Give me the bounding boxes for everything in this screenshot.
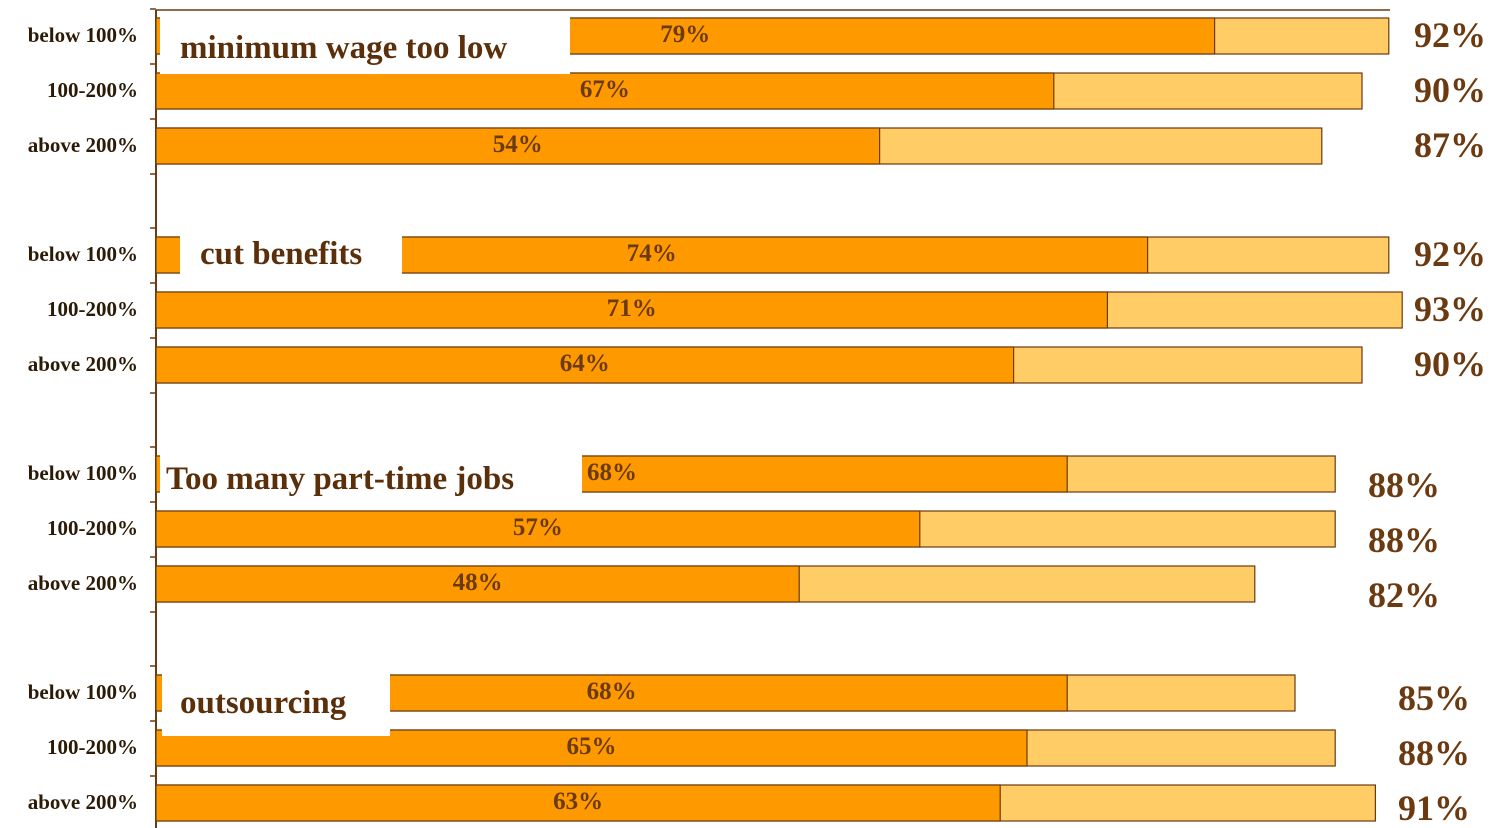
inner-value-label: 48% [453, 569, 503, 596]
bar-group-1: below 100% 79% 92% 100-200% 67% 90% above 200%… [28, 8, 1486, 175]
group-title: Too many part-time jobs [166, 461, 514, 497]
group-title-box [160, 14, 570, 74]
category-label: above 200% [28, 133, 138, 157]
group-title-box [162, 668, 390, 736]
inner-value-label: 68% [587, 459, 637, 486]
category-label: below 100% [28, 23, 138, 47]
bar-inner [155, 784, 1001, 822]
category-label: 100-200% [47, 735, 138, 759]
group-title: outsourcing [180, 685, 347, 721]
inner-value-label: 79% [660, 21, 710, 48]
bar-inner [155, 127, 881, 165]
bar-inner [155, 346, 1015, 384]
group-title-box [160, 450, 582, 498]
bar-inner [155, 565, 800, 603]
category-label: 100-200% [47, 78, 138, 102]
bar-inner [155, 510, 921, 548]
inner-value-label: 54% [493, 131, 543, 158]
bar-group-4: below 100% 68% 85% 100-200% 65% 88% above 200%… [28, 665, 1470, 828]
inner-value-label: 67% [580, 76, 630, 103]
total-value-label: 85% [1398, 678, 1470, 718]
inner-value-label: 57% [513, 514, 563, 541]
total-value-label: 82% [1368, 575, 1440, 615]
total-value-label: 92% [1414, 15, 1486, 55]
total-value-label: 88% [1398, 733, 1470, 773]
category-label: below 100% [28, 680, 138, 704]
total-value-label: 90% [1414, 344, 1486, 384]
inner-value-label: 71% [607, 295, 657, 322]
total-value-label: 87% [1414, 125, 1486, 165]
group-title: minimum wage too low [180, 30, 507, 66]
category-label: above 200% [28, 790, 138, 814]
category-label: above 200% [28, 571, 138, 595]
group-title: cut benefits [200, 236, 362, 272]
category-label: above 200% [28, 352, 138, 376]
total-value-label: 92% [1414, 234, 1486, 274]
inner-value-label: 68% [587, 678, 637, 705]
inner-value-label: 63% [553, 788, 603, 815]
total-value-label: 88% [1368, 520, 1440, 560]
category-label: 100-200% [47, 516, 138, 540]
bar-group-3: below 100% 68% 88% 100-200% 57% 88% above 200%… [28, 446, 1440, 615]
total-value-label: 88% [1368, 465, 1440, 505]
bar-inner [155, 291, 1109, 329]
inner-value-label: 64% [560, 350, 610, 377]
total-value-label: 93% [1414, 289, 1486, 329]
bar-group-2: below 100% 74% 92% 100-200% 71% 93% above 200%… [28, 227, 1486, 394]
bar-inner [155, 72, 1055, 110]
group-title-box [180, 230, 402, 276]
inner-value-label: 74% [627, 240, 677, 267]
total-value-label: 91% [1398, 788, 1470, 828]
inner-value-label: 65% [567, 733, 617, 760]
category-label: 100-200% [47, 297, 138, 321]
category-label: below 100% [28, 461, 138, 485]
category-label: below 100% [28, 242, 138, 266]
total-value-label: 90% [1414, 70, 1486, 110]
